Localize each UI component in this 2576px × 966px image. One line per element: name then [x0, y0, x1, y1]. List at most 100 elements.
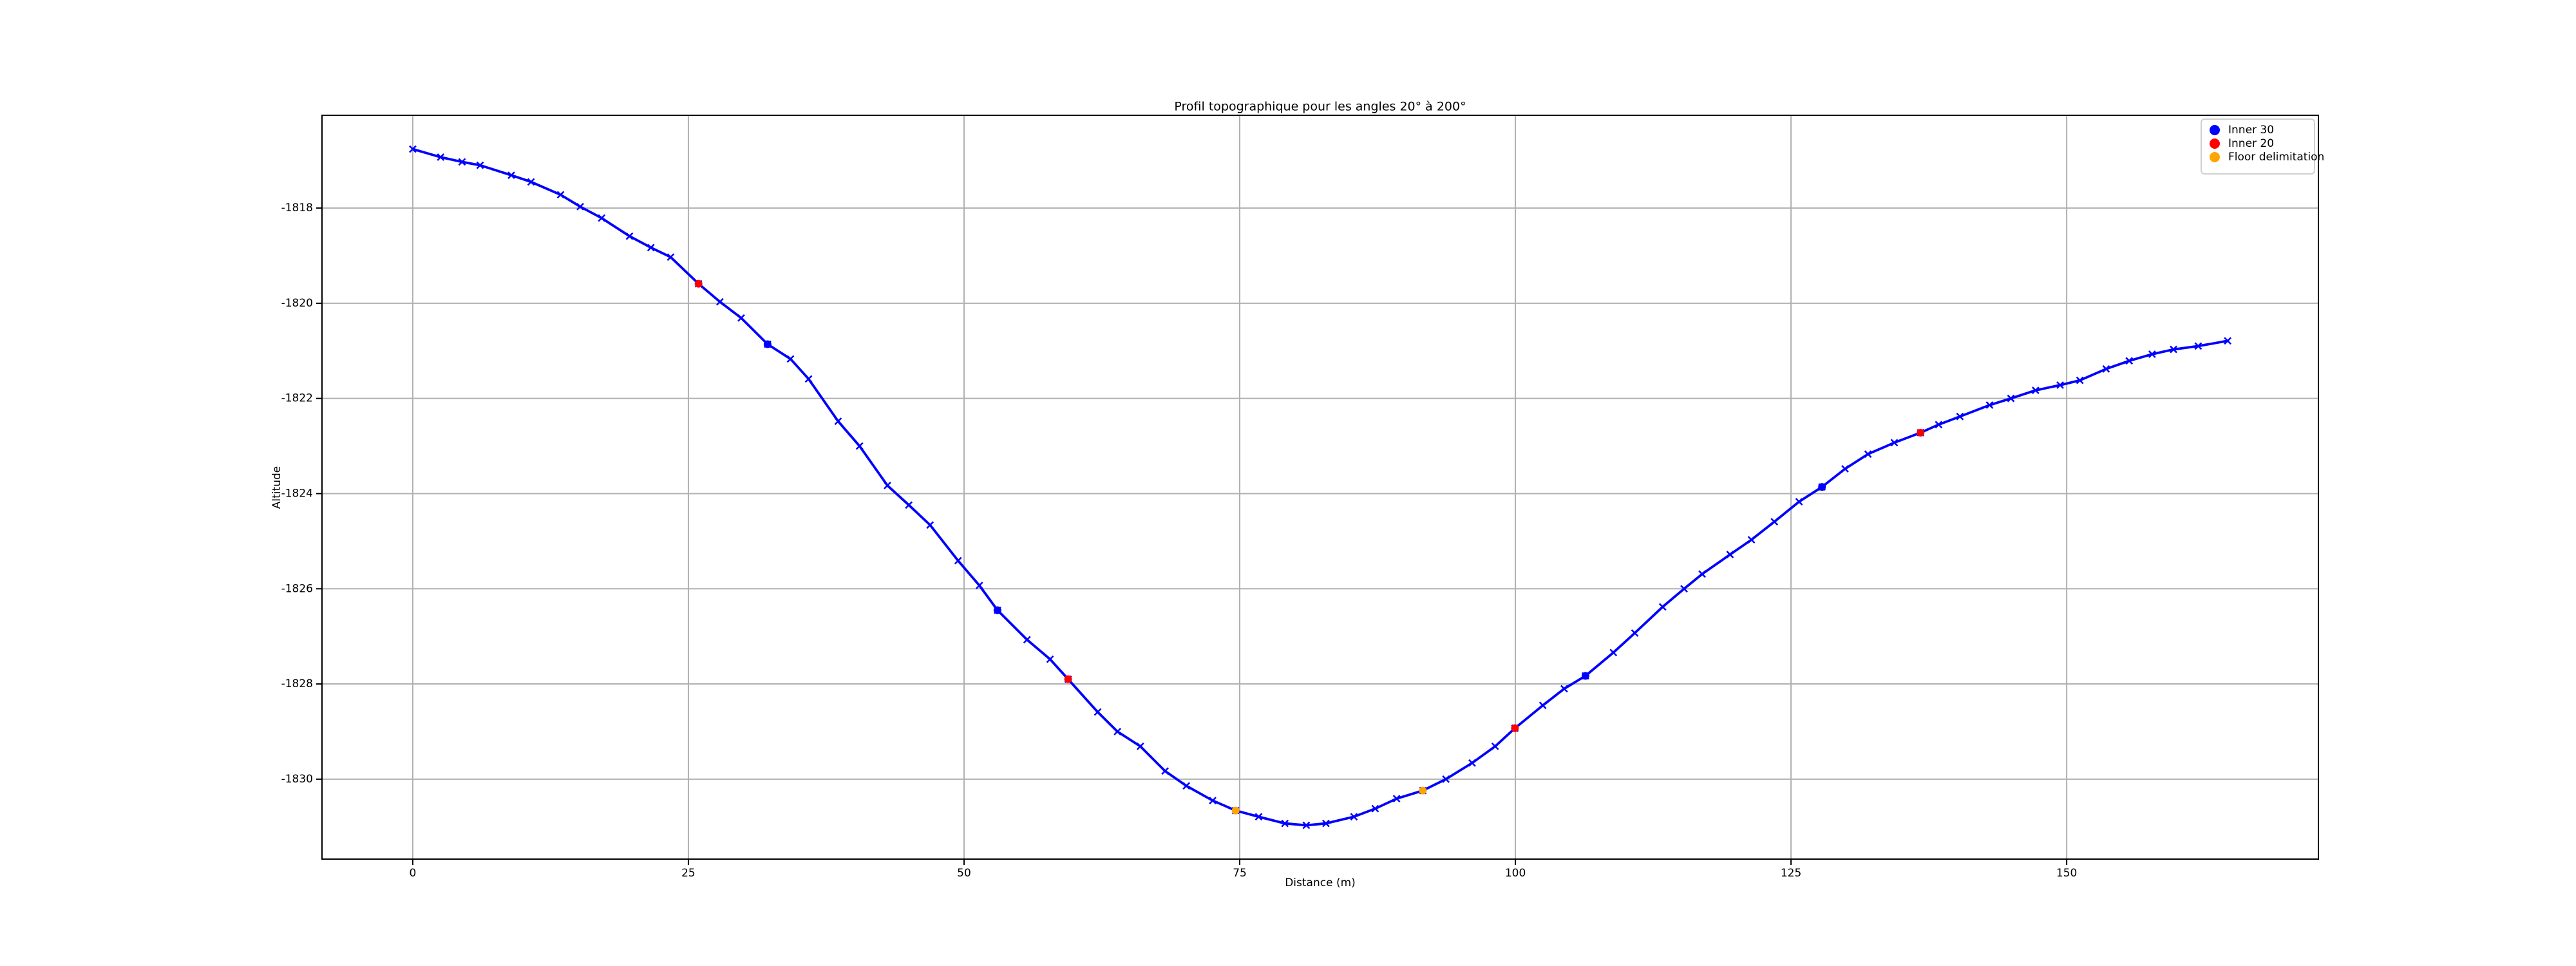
- line-marker: [1281, 819, 1289, 828]
- point: [1581, 672, 1589, 680]
- line-marker: [1302, 821, 1311, 829]
- x-tick-label: 150: [2056, 867, 2077, 880]
- line: [412, 147, 2228, 827]
- line-marker: [1136, 742, 1144, 750]
- line-marker: [1841, 465, 1849, 473]
- line-marker: [2194, 342, 2202, 350]
- line-marker: [926, 521, 934, 529]
- line-marker: [834, 417, 842, 426]
- point: [1231, 806, 1240, 815]
- line-marker: [884, 482, 891, 489]
- line-marker: [1609, 649, 1618, 657]
- line-marker: [2125, 357, 2134, 365]
- line-marker: [1726, 551, 1734, 558]
- line-marker: [1935, 421, 1943, 429]
- line-marker: [1864, 450, 1872, 459]
- point: [1917, 428, 1925, 437]
- line-marker: [1491, 742, 1499, 750]
- y-axis-label: Altitude: [270, 466, 283, 509]
- line-marker: [625, 232, 634, 240]
- legend-marker: [2210, 152, 2220, 162]
- y-tick-label: -1826: [281, 582, 313, 595]
- line-marker: [1539, 701, 1547, 710]
- y-tick-label: -1824: [281, 487, 313, 500]
- line-marker: [1371, 804, 1379, 813]
- x-tick-label: 50: [957, 867, 971, 880]
- line-marker: [975, 582, 983, 589]
- line-marker: [954, 556, 962, 565]
- legend-label: Floor delimitation: [2228, 151, 2324, 164]
- point: [1419, 786, 1427, 795]
- legend-marker: [2210, 125, 2220, 135]
- line-marker: [716, 298, 724, 306]
- point: [993, 606, 1001, 614]
- line-marker: [1631, 629, 1639, 637]
- line-marker: [1182, 782, 1191, 790]
- line-marker: [855, 442, 864, 450]
- line-marker: [1392, 795, 1401, 803]
- line-marker: [437, 153, 445, 161]
- line-marker: [2170, 345, 2177, 354]
- plot-frame: [321, 115, 2319, 860]
- point: [1818, 483, 1826, 491]
- line-marker: [2056, 381, 2064, 389]
- line-marker: [1560, 685, 1568, 693]
- line-marker: [1698, 570, 1706, 578]
- x-tick-label: 100: [1505, 867, 1526, 880]
- point: [1064, 675, 1072, 683]
- x-tick-label: 125: [1781, 867, 1801, 880]
- line-marker: [1023, 636, 1031, 644]
- line-marker: [1113, 728, 1122, 735]
- line-marker: [1322, 819, 1330, 828]
- line-marker: [1770, 518, 1779, 526]
- line-marker: [409, 145, 417, 153]
- line-marker: [1747, 536, 1756, 544]
- line-marker: [1985, 401, 1994, 409]
- x-tick-label: 75: [1233, 867, 1247, 880]
- line-marker: [1094, 708, 1102, 716]
- line-marker: [2076, 376, 2084, 384]
- line-marker: [647, 243, 655, 252]
- point: [694, 279, 703, 288]
- line-marker: [556, 191, 565, 199]
- line-marker: [476, 161, 484, 169]
- line-marker: [1795, 498, 1803, 506]
- y-tick-label: -1818: [281, 202, 313, 214]
- line-marker: [598, 214, 606, 222]
- point: [1511, 724, 1519, 732]
- legend-label: Inner 20: [2228, 137, 2274, 150]
- line-marker: [527, 178, 535, 186]
- legend-label: Inner 30: [2228, 124, 2274, 137]
- x-tick-label: 0: [409, 867, 416, 880]
- line-marker: [1350, 813, 1358, 821]
- line-marker: [2102, 365, 2110, 373]
- line-marker: [667, 253, 675, 261]
- line-marker: [2007, 394, 2015, 402]
- y-tick-label: -1828: [281, 677, 313, 690]
- point: [763, 340, 772, 348]
- chart-title: Profil topographique pour les angles 20°…: [1174, 100, 1466, 114]
- line-marker: [1956, 412, 1964, 421]
- line-marker: [737, 314, 745, 322]
- y-tick-label: -1820: [281, 297, 313, 310]
- y-tick-label: -1822: [281, 392, 313, 405]
- line-marker: [1468, 759, 1476, 767]
- line-marker: [2031, 386, 2040, 395]
- line-marker: [1658, 603, 1667, 611]
- x-tick-label: 25: [681, 867, 696, 880]
- line-marker: [576, 202, 584, 211]
- line-marker: [1209, 797, 1217, 804]
- line-marker: [905, 501, 913, 509]
- line-marker: [507, 171, 515, 179]
- line-marker: [1255, 813, 1263, 821]
- line-marker: [1890, 439, 1899, 447]
- legend-box: [2201, 118, 2315, 175]
- y-tick-label: -1830: [281, 773, 313, 786]
- x-axis-label: Distance (m): [1285, 876, 1356, 889]
- line-marker: [458, 158, 466, 166]
- line-marker: [1161, 767, 1169, 775]
- line-marker: [786, 355, 795, 363]
- line-marker: [804, 375, 813, 383]
- legend-marker: [2210, 138, 2220, 149]
